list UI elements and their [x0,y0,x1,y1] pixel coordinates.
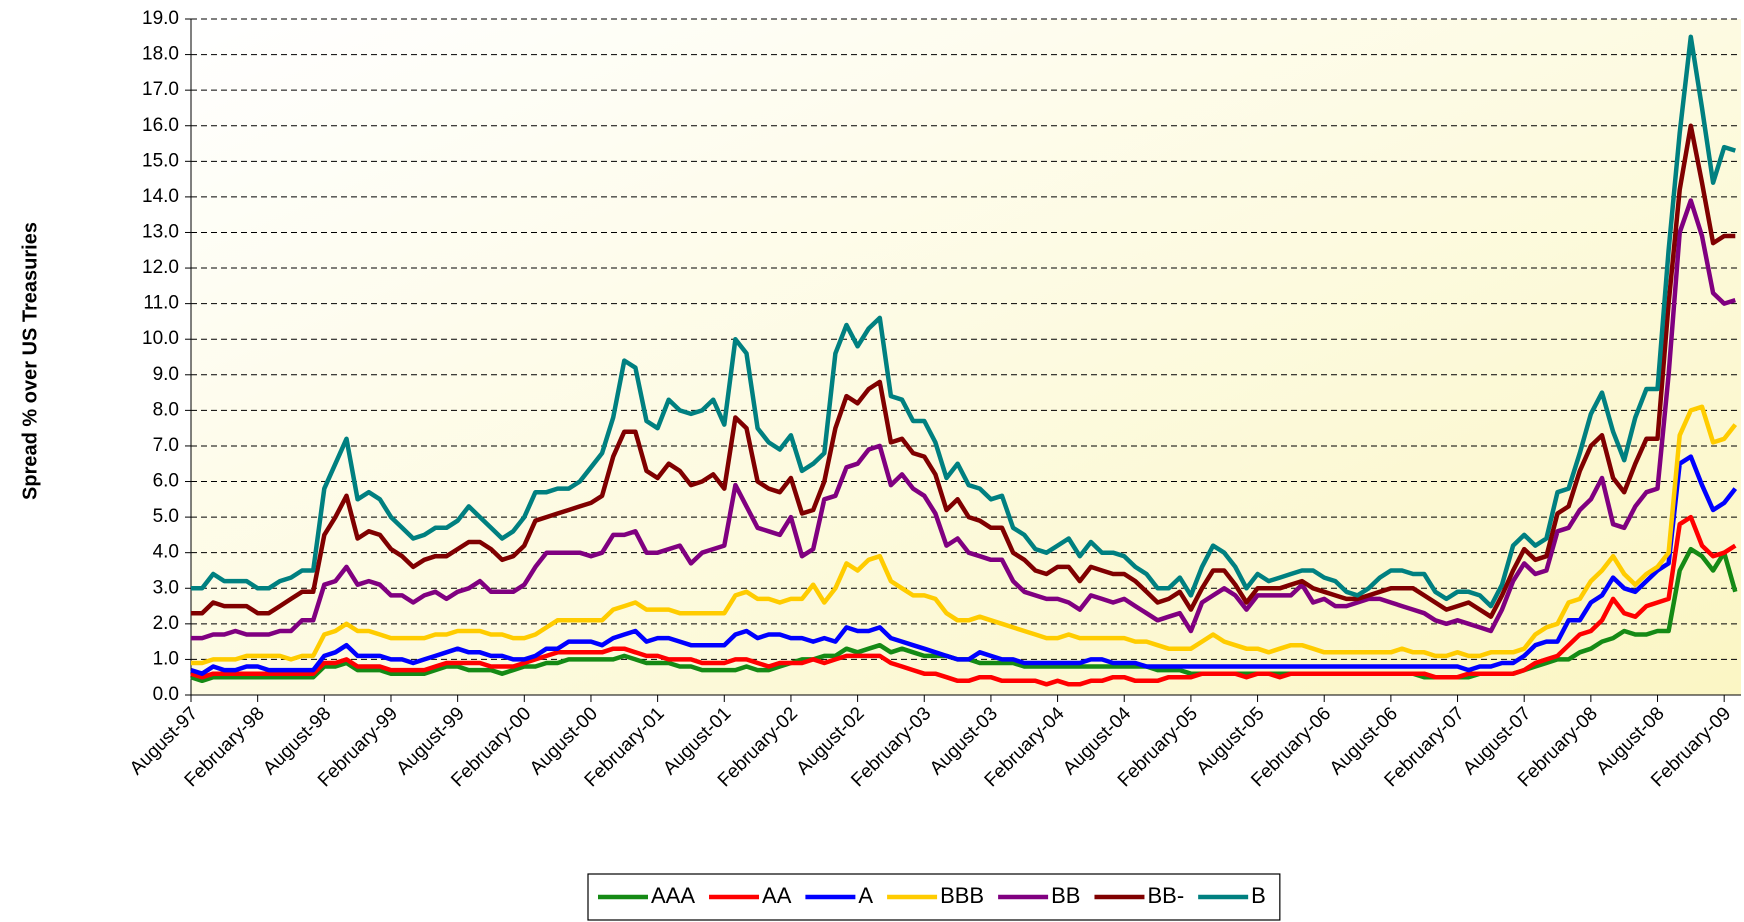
plot-area [191,19,1741,695]
legend-label: BB [1051,883,1080,908]
legend-label: A [858,883,873,908]
legend-label: BB- [1147,883,1184,908]
legend-label: AA [762,883,792,908]
series-line [190,514,1737,687]
series-line [191,404,1738,666]
y-tick-label: 10.0 [142,328,179,349]
y-tick-label: 13.0 [142,221,179,242]
y-tick-label: 9.0 [153,364,179,385]
y-tick-label: 14.0 [142,186,179,207]
series-line [190,454,1738,676]
y-tick-label: 18.0 [142,44,179,65]
y-tick-label: 16.0 [142,115,179,136]
y-tick-label: 15.0 [142,150,179,171]
y-tick-label: 3.0 [153,577,179,598]
y-tick-label: 19.0 [142,8,179,29]
y-tick-label: 17.0 [142,79,179,100]
y-tick-label: 8.0 [153,399,179,420]
y-axis-title: Spread % over US Treasuries [19,222,41,500]
y-tick-label: 7.0 [153,435,179,456]
y-tick-label: 5.0 [153,506,179,527]
series-line [191,198,1736,641]
y-tick-label: 6.0 [153,471,179,492]
legend-label: AAA [651,883,695,908]
y-tick-label: 0.0 [153,684,179,705]
legend-label: BBB [940,883,984,908]
y-tick-label: 4.0 [153,542,179,563]
y-tick-label: 11.0 [143,293,179,314]
legend-label: B [1251,883,1266,908]
y-tick-label: 2.0 [153,613,179,634]
series-line [191,34,1736,609]
series-line [191,123,1736,619]
y-tick-label: 12.0 [142,257,179,278]
y-tick-label: 1.0 [153,648,179,669]
legend: AAA AA A BBB BB BB- B [587,873,1281,921]
